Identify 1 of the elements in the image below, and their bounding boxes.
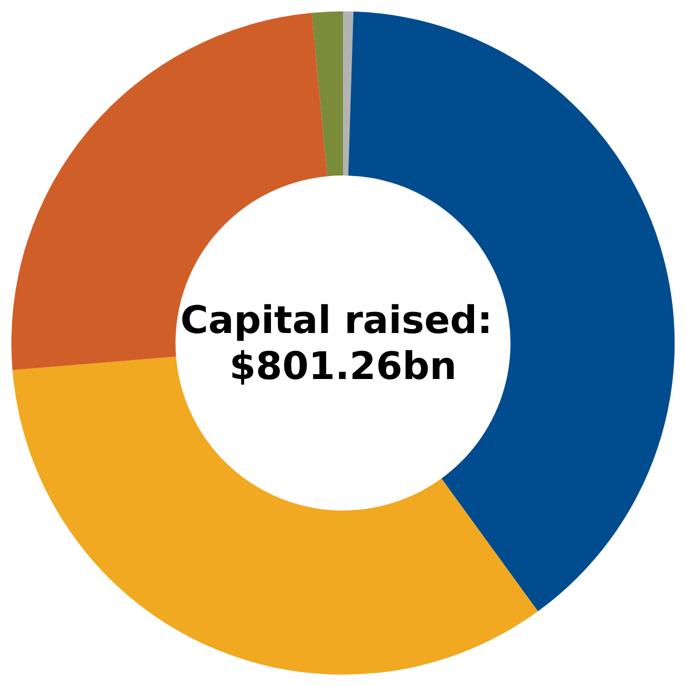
text: Capital raised: $801.26bn [180, 298, 506, 388]
